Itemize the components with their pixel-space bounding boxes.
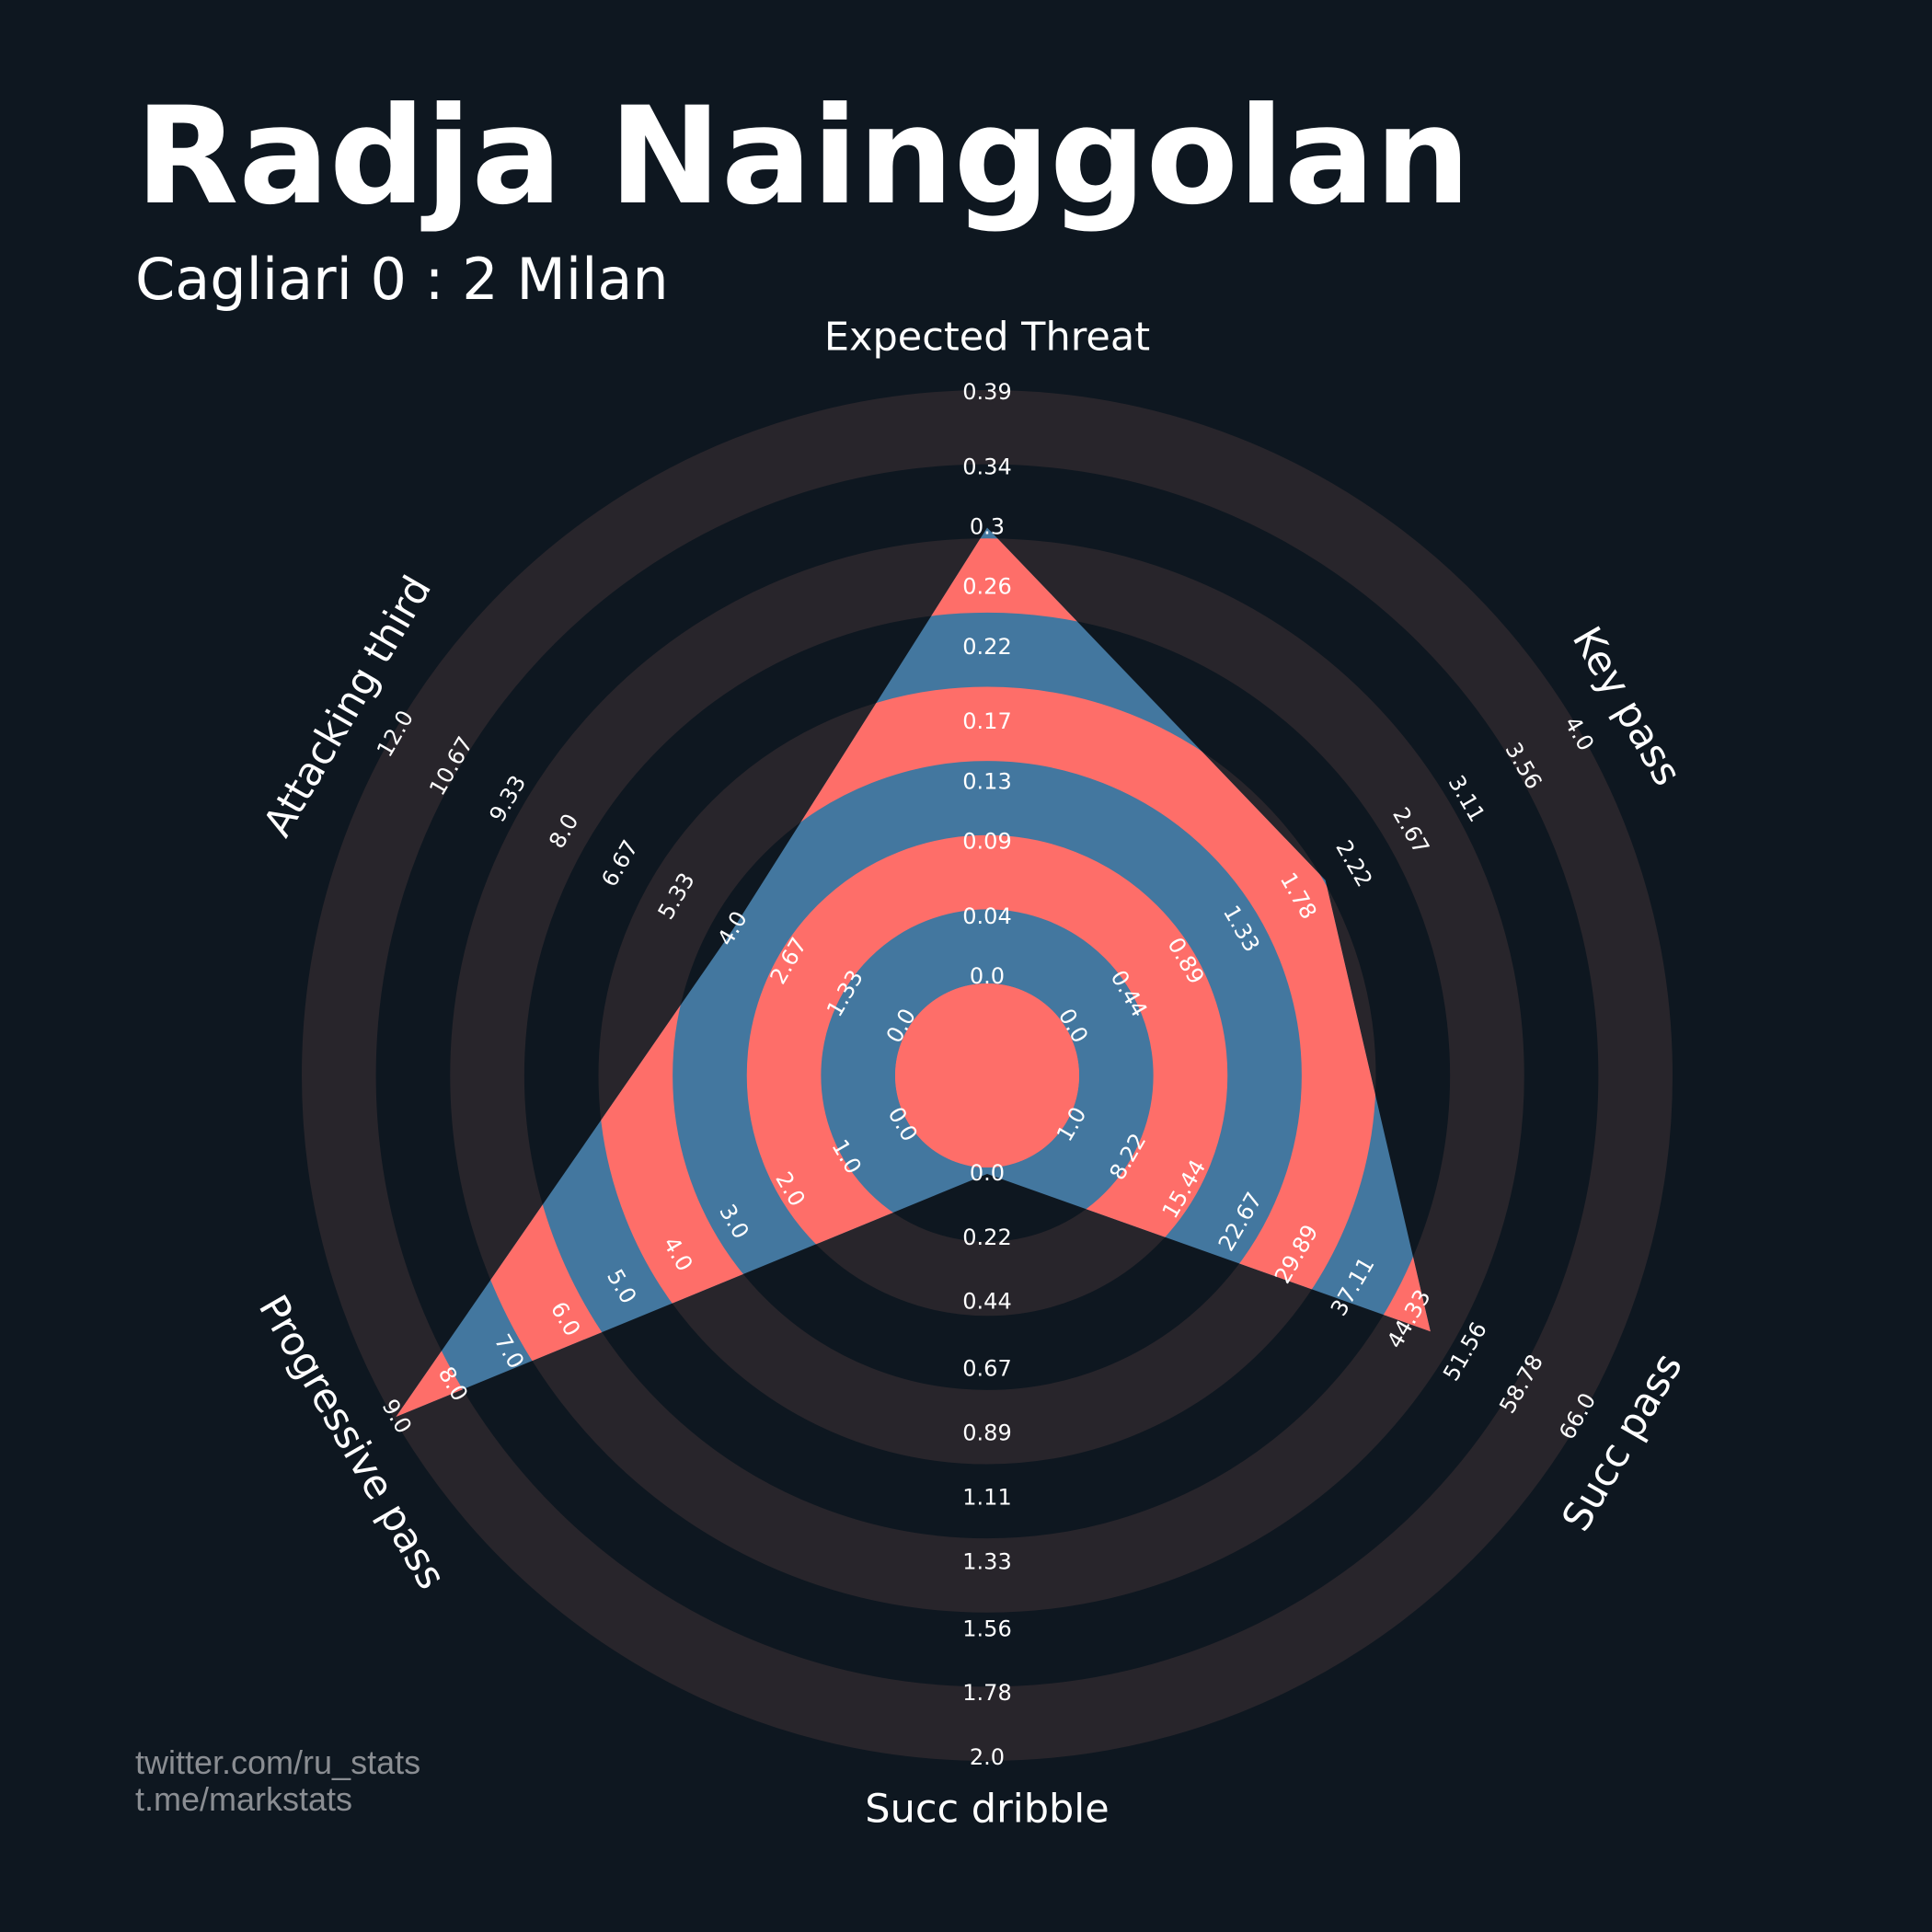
tick-label: 1.33: [962, 1548, 1011, 1574]
tick-label: 0.0: [970, 1160, 1005, 1186]
tick-label: 0.22: [962, 1225, 1011, 1250]
tick-label: 0.67: [962, 1356, 1011, 1382]
ring: [598, 686, 1376, 1417]
tick-label: 0.0: [970, 963, 1005, 989]
tick-label: 1.11: [962, 1484, 1011, 1510]
tick-label: 0.22: [962, 634, 1011, 660]
tick-label: 0.09: [962, 828, 1011, 854]
chart-subtitle: Cagliari 0 : 2 Milan: [135, 246, 669, 313]
tick-label: 0.34: [962, 454, 1011, 479]
footer-text: t.me/markstats: [135, 1780, 352, 1818]
footer-text: twitter.com/ru_stats: [135, 1743, 420, 1781]
tick-label: 0.44: [962, 1289, 1011, 1315]
tick-label: 1.78: [962, 1680, 1011, 1706]
tick-label: 0.13: [962, 768, 1011, 794]
tick-label: 0.3: [970, 514, 1005, 540]
axis-label: Succ dribble: [865, 1787, 1109, 1833]
axis-label: Expected Threat: [824, 315, 1150, 361]
tick-label: 1.56: [962, 1616, 1011, 1641]
ring: [302, 390, 1673, 1761]
tick-label: 0.39: [962, 379, 1011, 405]
tick-label: 0.89: [962, 1420, 1011, 1446]
chart-title: Radja Nainggolan: [135, 78, 1470, 235]
tick-label: 0.26: [962, 574, 1011, 600]
tick-label: 2.0: [970, 1744, 1005, 1770]
tick-label: 0.17: [962, 708, 1011, 734]
center-circle: [895, 983, 1079, 1167]
tick-label: 0.04: [962, 903, 1011, 929]
